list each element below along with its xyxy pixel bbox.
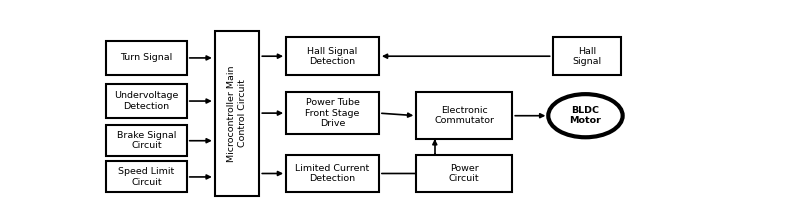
- Bar: [106, 162, 187, 192]
- Text: Power
Circuit: Power Circuit: [449, 164, 479, 183]
- Bar: [286, 93, 379, 134]
- Text: Limited Current
Detection: Limited Current Detection: [295, 164, 370, 183]
- Text: Brake Signal
Circuit: Brake Signal Circuit: [117, 131, 176, 151]
- Bar: [106, 41, 187, 75]
- Text: Turn Signal: Turn Signal: [120, 54, 173, 62]
- Text: BLDC
Motor: BLDC Motor: [570, 106, 602, 125]
- Bar: [286, 37, 379, 75]
- Ellipse shape: [548, 94, 622, 137]
- Text: Electronic
Commutator: Electronic Commutator: [434, 106, 494, 125]
- Bar: [286, 155, 379, 192]
- Text: Speed Limit
Circuit: Speed Limit Circuit: [118, 167, 174, 187]
- Bar: [106, 84, 187, 118]
- Bar: [416, 155, 512, 192]
- Text: Hall Signal
Detection: Hall Signal Detection: [307, 47, 358, 66]
- Text: Power Tube
Front Stage
Drive: Power Tube Front Stage Drive: [306, 98, 360, 128]
- Bar: [416, 93, 512, 139]
- Bar: [214, 31, 259, 196]
- Text: Microcontroller Main
Control Circuit: Microcontroller Main Control Circuit: [227, 65, 246, 162]
- Bar: [106, 125, 187, 156]
- Text: Hall
Signal: Hall Signal: [572, 47, 602, 66]
- Bar: [553, 37, 621, 75]
- Text: Undervoltage
Detection: Undervoltage Detection: [114, 91, 178, 111]
